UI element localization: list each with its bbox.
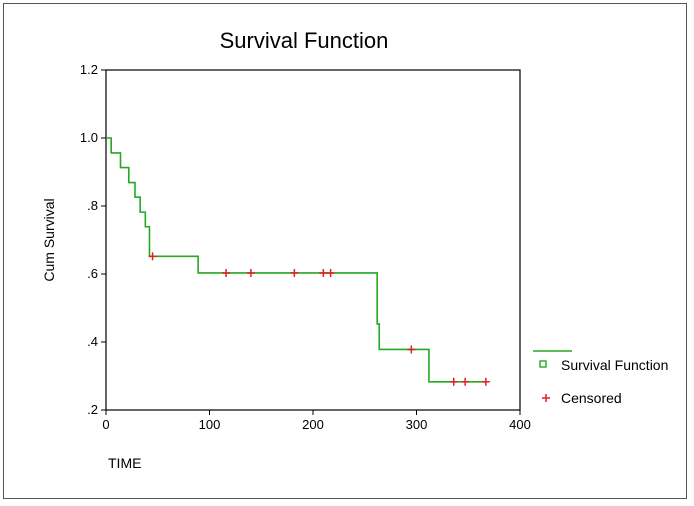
legend-censored-label: Censored xyxy=(561,390,622,406)
x-tick-label: 300 xyxy=(406,417,428,432)
y-tick-label: 1.2 xyxy=(80,62,98,77)
y-axis: .2 .4 .6 .8 1.0 1.2 xyxy=(80,62,106,417)
censored-marker xyxy=(222,268,231,277)
y-tick-label: .4 xyxy=(87,334,98,349)
x-tick-label: 0 xyxy=(102,417,109,432)
x-tick-label: 400 xyxy=(509,417,531,432)
censored-marker xyxy=(481,377,490,386)
y-tick-label: 1.0 xyxy=(80,130,98,145)
legend: Survival Function Censored xyxy=(533,350,668,406)
plot-area xyxy=(105,69,521,411)
survival-function-line xyxy=(106,137,486,383)
censored-marker xyxy=(449,377,458,386)
x-tick-label: 200 xyxy=(302,417,324,432)
censored-marker xyxy=(326,268,335,277)
legend-survival-label: Survival Function xyxy=(561,357,668,373)
censored-marker xyxy=(319,268,328,277)
x-tick-label: 100 xyxy=(199,417,221,432)
x-axis-label: TIME xyxy=(108,455,141,471)
y-axis-label: Cum Survival xyxy=(41,198,57,281)
censored-marker xyxy=(148,252,157,261)
x-axis: 0 100 200 300 400 xyxy=(102,410,531,432)
y-tick-label: .2 xyxy=(87,402,98,417)
censored-markers xyxy=(148,252,490,386)
legend-survival-swatch xyxy=(539,360,547,368)
y-tick-label: .6 xyxy=(87,266,98,281)
legend-censored-swatch xyxy=(542,394,550,402)
chart-title: Survival Function xyxy=(220,28,389,53)
censored-marker xyxy=(542,394,550,402)
chart-frame xyxy=(3,3,687,499)
y-tick-label: .8 xyxy=(87,198,98,213)
censored-marker xyxy=(461,377,470,386)
censored-marker xyxy=(246,268,255,277)
censored-marker xyxy=(407,345,416,354)
censored-marker xyxy=(290,268,299,277)
